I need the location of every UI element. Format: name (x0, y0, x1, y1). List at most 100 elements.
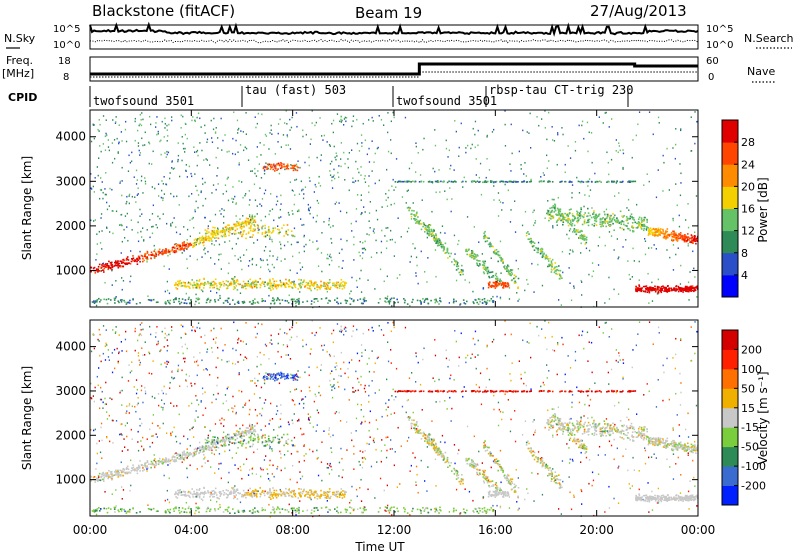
power-cell-1186 (267, 229, 270, 231)
power-cell-1462 (581, 281, 583, 283)
power-cell-2639 (157, 215, 159, 218)
velocity-cell-330 (176, 453, 179, 455)
velocity-cell-375 (202, 446, 205, 449)
power-cell-3368 (594, 215, 596, 218)
power-cell-4194 (493, 282, 496, 284)
power-cell-2385 (99, 242, 102, 244)
power-cell-2376 (214, 237, 216, 239)
power-cell-730 (267, 282, 269, 285)
power-cell-3252 (531, 245, 534, 248)
power-cell-768 (177, 285, 180, 287)
power-cell-2123 (675, 253, 677, 256)
power-cell-534 (294, 286, 297, 289)
power-cell-978 (476, 301, 478, 304)
power-cell-3792 (654, 285, 656, 288)
power-cell-1111 (286, 163, 289, 166)
power-cell-2200 (100, 177, 102, 179)
power-cell-1508 (475, 158, 477, 160)
power-cell-654 (313, 284, 315, 286)
power-cell-2119 (358, 251, 360, 254)
power-cell-2533 (256, 146, 258, 148)
power-cell-570 (219, 286, 221, 288)
velocity-cell-388 (251, 427, 254, 429)
power-cell-1880 (180, 282, 183, 284)
power-cell-3352 (579, 231, 581, 233)
power-cell-2108 (454, 120, 456, 122)
power-cell-594 (207, 282, 209, 285)
power-cell-396 (188, 243, 190, 245)
power-cell-3140 (506, 264, 509, 267)
power-cell-3239 (546, 255, 549, 258)
power-cell-1030 (121, 299, 123, 301)
velocity-cell-600 (235, 489, 238, 491)
velocity-cell-76 (200, 446, 203, 449)
power-cell-3009 (477, 265, 480, 267)
power-cell-1887 (215, 240, 217, 242)
velocity-cell-346 (154, 465, 156, 467)
power-cell-1400 (357, 194, 359, 196)
power-cell-104 (227, 230, 230, 233)
power-cell-1991 (580, 279, 582, 282)
power-cell-832 (252, 301, 255, 304)
power-cell-1989 (280, 216, 282, 218)
power-cell-2468 (121, 180, 123, 182)
power-cell-2445 (171, 221, 174, 224)
power-cell-1839 (473, 226, 475, 228)
power-cell-1921 (239, 218, 241, 220)
power-cell-1826 (328, 223, 330, 226)
power-cell-4030 (665, 231, 667, 234)
power-cell-2298 (245, 193, 247, 195)
power-cell-738 (325, 287, 327, 290)
velocity-cell-504 (343, 494, 345, 496)
power-cell-680 (340, 285, 343, 287)
power-cell-1495 (679, 163, 681, 165)
power-cell-640 (180, 285, 183, 287)
velocity-cell-365 (146, 460, 149, 462)
power-cell-1515 (573, 285, 575, 287)
velocity-cell-363 (158, 457, 161, 460)
power-cell-622 (334, 284, 337, 286)
power-cell-3878 (653, 287, 656, 290)
power-cell-992 (388, 301, 391, 303)
power-cell-1749 (679, 283, 682, 285)
power-cell-2150 (302, 197, 305, 200)
power-cell-3296 (580, 229, 583, 232)
power-cell-769 (250, 283, 252, 285)
velocity-cell-532 (316, 498, 319, 500)
power-cell-4175 (497, 284, 499, 287)
velocity-cell-591 (176, 497, 179, 499)
power-cell-2461 (352, 181, 354, 183)
power-cell-4077 (690, 234, 693, 236)
power-cell-1587 (546, 167, 548, 169)
power-cell-3642 (550, 215, 553, 218)
velocity-cell-708 (270, 491, 273, 494)
velocity-cell-301 (102, 472, 104, 475)
power-cell-2811 (499, 181, 501, 183)
power-cell-347 (102, 269, 104, 271)
power-cell-2621 (269, 236, 271, 239)
power-cell-3639 (610, 220, 612, 223)
power-cell-3174 (497, 250, 500, 253)
power-cell-1036 (179, 303, 181, 305)
power-cell-4044 (651, 231, 654, 234)
power-cell-807 (197, 298, 199, 301)
velocity-cell-294 (204, 447, 206, 450)
power-cell-860 (272, 297, 274, 299)
power-cell-1724 (159, 217, 161, 220)
power-cell-3266 (530, 237, 532, 240)
power-cell-3617 (607, 222, 609, 225)
power-cell-981 (195, 300, 197, 303)
power-cell-2948 (458, 271, 461, 274)
power-cell-3900 (644, 285, 646, 288)
power-cell-1623 (364, 175, 366, 177)
power-cell-914 (123, 299, 125, 302)
velocity-cell-75 (153, 459, 155, 462)
velocity-cell-563 (320, 493, 322, 496)
power-cell-3921 (664, 290, 666, 292)
power-cell-3485 (614, 219, 616, 222)
power-cell-119 (111, 264, 114, 266)
velocity-cell-649 (203, 486, 205, 489)
power-cell-228 (122, 261, 124, 264)
power-cell-1168 (216, 230, 218, 232)
power-cell-2066 (166, 280, 168, 283)
